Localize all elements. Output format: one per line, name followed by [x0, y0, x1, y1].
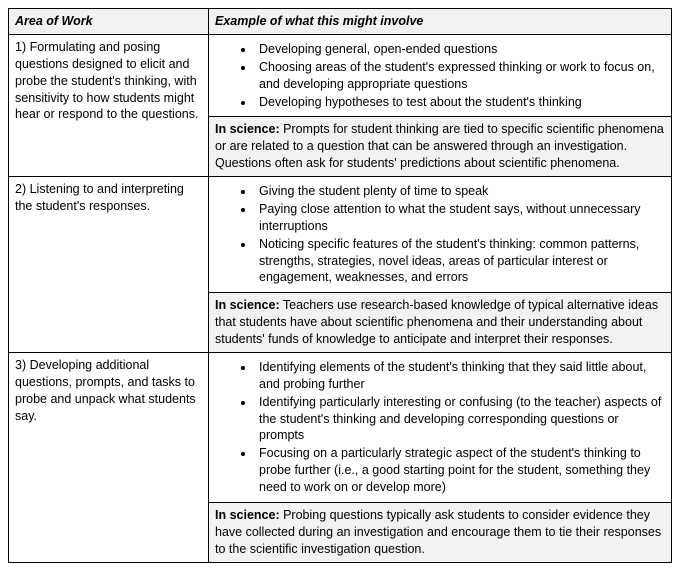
bullet-item: Noticing specific features of the studen… — [255, 236, 665, 287]
area-cell: 3) Developing additional questions, prom… — [9, 352, 209, 562]
science-cell: In science: Prompts for student thinking… — [209, 117, 672, 177]
example-cell: Identifying elements of the student's th… — [209, 352, 672, 502]
header-example: Example of what this might involve — [209, 9, 672, 35]
bullet-item: Identifying elements of the student's th… — [255, 359, 665, 393]
bullet-item: Developing general, open-ended questions — [255, 41, 665, 58]
bullet-item: Choosing areas of the student's expresse… — [255, 59, 665, 93]
science-label: In science: — [215, 122, 280, 136]
bullet-list: Identifying elements of the student's th… — [215, 359, 665, 496]
bullet-item: Identifying particularly interesting or … — [255, 394, 665, 445]
table-row: 1) Formulating and posing questions desi… — [9, 34, 672, 117]
science-label: In science: — [215, 508, 280, 522]
header-area: Area of Work — [9, 9, 209, 35]
example-cell: Giving the student plenty of time to spe… — [209, 177, 672, 293]
bullet-item: Giving the student plenty of time to spe… — [255, 183, 665, 200]
table-row: 3) Developing additional questions, prom… — [9, 352, 672, 502]
science-cell: In science: Teachers use research-based … — [209, 293, 672, 353]
area-cell: 2) Listening to and interpreting the stu… — [9, 177, 209, 353]
table-row: 2) Listening to and interpreting the stu… — [9, 177, 672, 293]
bullet-list: Developing general, open-ended questions… — [215, 41, 665, 111]
science-label: In science: — [215, 298, 280, 312]
bullet-item: Developing hypotheses to test about the … — [255, 94, 665, 111]
area-cell: 1) Formulating and posing questions desi… — [9, 34, 209, 176]
bullet-item: Paying close attention to what the stude… — [255, 201, 665, 235]
bullet-list: Giving the student plenty of time to spe… — [215, 183, 665, 286]
areas-of-work-table: Area of Work Example of what this might … — [8, 8, 672, 563]
science-cell: In science: Probing questions typically … — [209, 502, 672, 562]
bullet-item: Focusing on a particularly strategic asp… — [255, 445, 665, 496]
example-cell: Developing general, open-ended questions… — [209, 34, 672, 117]
